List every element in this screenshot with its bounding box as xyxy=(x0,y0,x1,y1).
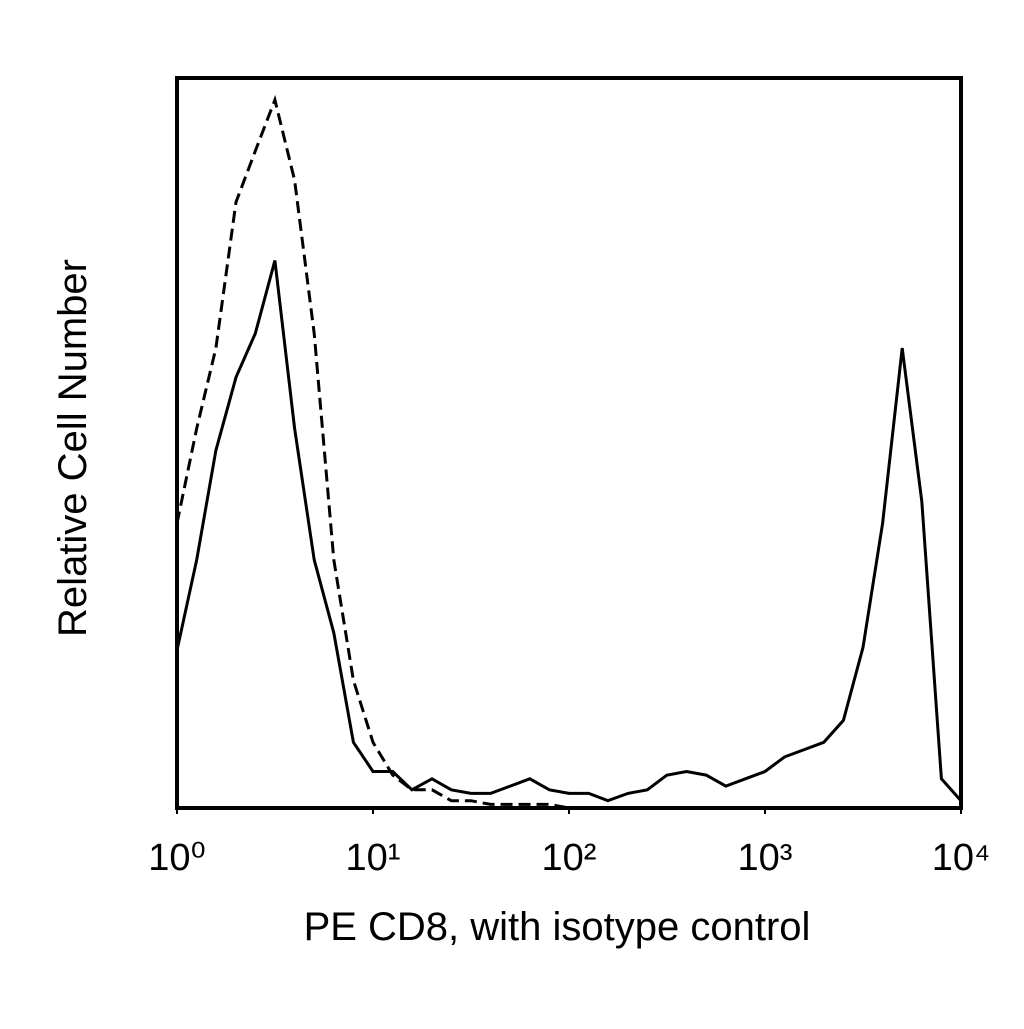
x-tick-label: 10¹ xyxy=(346,837,401,879)
x-tick-label: 10³ xyxy=(738,837,793,879)
x-tick-label: 10⁰ xyxy=(148,837,206,879)
x-axis-label: PE CD8, with isotype control xyxy=(304,905,811,949)
plot-frame xyxy=(175,76,963,810)
x-tick-label: 10⁴ xyxy=(932,837,991,879)
histogram-line xyxy=(175,94,961,810)
y-axis-label: Relative Cell Number xyxy=(51,259,95,637)
x-tick-label: 10² xyxy=(542,837,597,879)
histogram-line xyxy=(175,260,963,803)
